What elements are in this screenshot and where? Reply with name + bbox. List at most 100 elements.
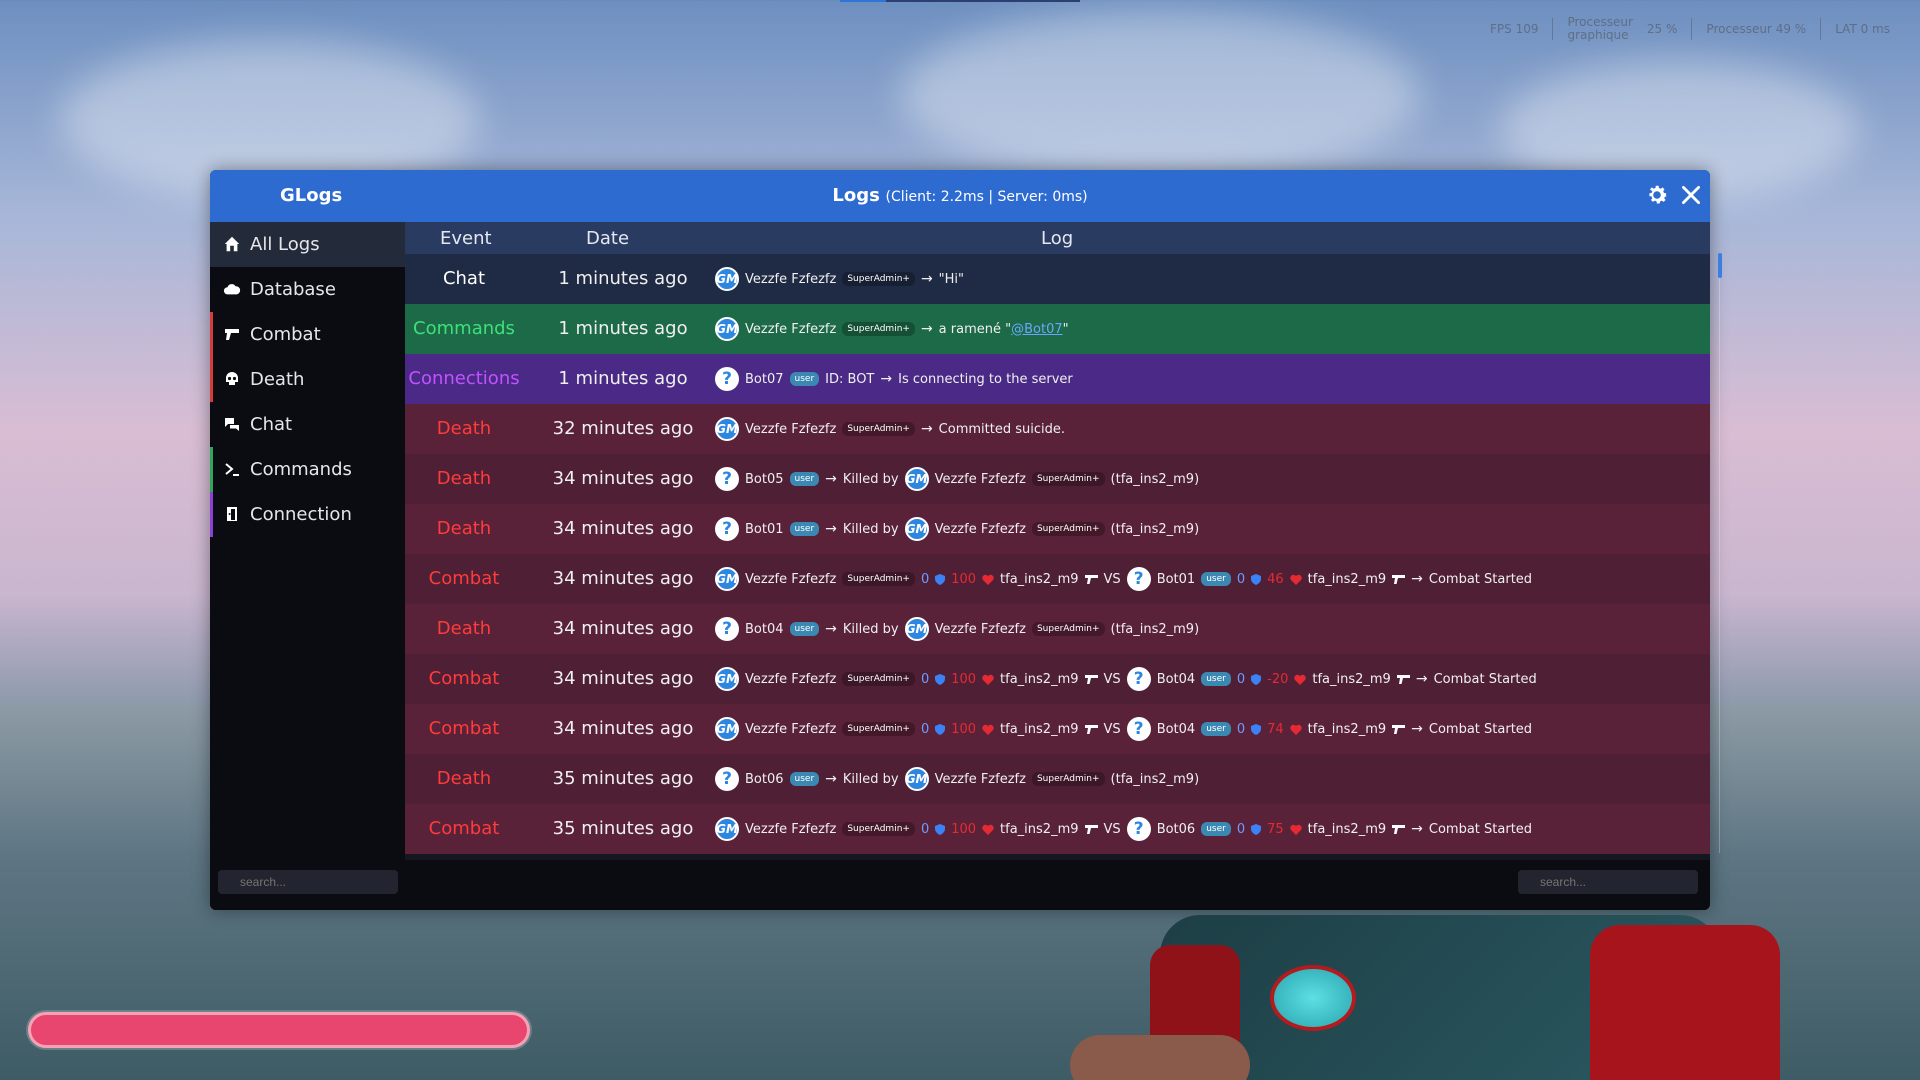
table-row[interactable]: Commands 1 minutes ago GM Vezzfe Fzfezfz Sup… xyxy=(405,304,1710,354)
player-name[interactable]: Vezzfe Fzfezfz xyxy=(745,421,837,437)
weapon-text: tfa_ins2_m9 xyxy=(1307,721,1387,737)
unknown-avatar-icon: ? xyxy=(715,467,739,491)
player-name[interactable]: Vezzfe Fzfezfz xyxy=(934,771,1026,787)
event-cell: Combat xyxy=(428,818,500,839)
armor-value: 0 xyxy=(920,821,930,837)
table-row[interactable]: Connections 1 minutes ago? Bot07 user ID: BO… xyxy=(405,354,1710,404)
sidebar: All Logs Database Combat Death Chat Commands C… xyxy=(210,222,405,860)
shield-icon xyxy=(935,673,946,685)
gm-avatar-icon: GM xyxy=(904,467,929,491)
arrow-icon: → xyxy=(1411,571,1423,587)
player-name[interactable]: Bot01 xyxy=(745,521,784,537)
player-name[interactable]: Bot07 xyxy=(745,371,784,387)
player-name[interactable]: Vezzfe Fzfezfz xyxy=(745,671,837,687)
player-name[interactable]: Bot04 xyxy=(1156,721,1196,737)
log-cell: GM Vezzfe Fzfezfz SuperAdmin+ → a ramené " @B… xyxy=(715,316,1069,342)
sidebar-item-death[interactable]: Death xyxy=(210,357,405,402)
close-icon[interactable] xyxy=(1678,182,1704,208)
player-name[interactable]: Bot05 xyxy=(745,471,784,487)
header-date[interactable]: Date xyxy=(586,228,630,249)
player-name[interactable]: Vezzfe Fzfezfz xyxy=(934,471,1026,487)
event-cell: Death xyxy=(436,468,492,489)
shield-icon xyxy=(935,723,946,735)
heart-icon xyxy=(1289,574,1302,585)
table-row[interactable]: Combat 34 minutes ago GM Vezzfe Fzfezfz Supe… xyxy=(405,554,1710,604)
armor-value: 0 xyxy=(1236,821,1246,837)
gun-icon xyxy=(1392,725,1406,734)
sidebar-item-commands[interactable]: Commands xyxy=(210,447,405,492)
date-cell: 32 minutes ago xyxy=(552,418,694,439)
unknown-avatar-icon: ? xyxy=(1126,667,1151,691)
armor-value: 0 xyxy=(1236,571,1246,587)
weapon-text: tfa_ins2_m9 xyxy=(1000,571,1079,587)
player-name[interactable]: Vezzfe Fzfezfz xyxy=(934,621,1026,637)
player-name[interactable]: Vezzfe Fzfezfz xyxy=(745,821,837,837)
gm-avatar-icon: GM xyxy=(715,667,739,691)
vs-text: VS xyxy=(1103,571,1121,587)
event-cell: Connections xyxy=(408,368,520,389)
sidebar-item-chat[interactable]: Chat xyxy=(210,402,405,447)
arrow-icon: → xyxy=(825,771,837,787)
player-link[interactable]: @Bot07 xyxy=(1011,321,1063,337)
table-row[interactable]: Combat 35 minutes ago GM Vezzfe Fzfezfz Supe… xyxy=(405,804,1710,854)
killed-by-text: Killed by xyxy=(842,771,899,787)
table-row[interactable]: Death 35 minutes ago? Bot06 user → Killed by G… xyxy=(405,754,1710,804)
player-name[interactable]: Bot04 xyxy=(745,621,784,637)
event-cell: Death xyxy=(436,768,492,789)
scrollbar-track[interactable] xyxy=(1719,253,1720,853)
table-header: Event Date Log xyxy=(405,222,1710,254)
player-name[interactable]: Bot06 xyxy=(745,771,784,787)
fps-label: FPS 109 xyxy=(1489,22,1539,36)
table-row[interactable]: Chat 1 minutes ago GM Vezzfe Fzfezfz SuperAd… xyxy=(405,254,1710,304)
rank-badge: user xyxy=(789,472,820,486)
table-row[interactable]: Death 32 minutes ago GM Vezzfe Fzfezfz Super… xyxy=(405,404,1710,454)
footer xyxy=(210,860,1710,910)
sidebar-item-combat[interactable]: Combat xyxy=(210,312,405,357)
player-name[interactable]: Bot01 xyxy=(1156,571,1196,587)
health-value: 100 xyxy=(951,721,977,737)
table-row[interactable]: Combat 34 minutes ago GM Vezzfe Fzfezfz Supe… xyxy=(405,704,1710,754)
shield-icon xyxy=(1251,823,1262,835)
sidebar-item-connection[interactable]: Connection xyxy=(210,492,405,537)
player-name[interactable]: Vezzfe Fzfezfz xyxy=(745,571,837,587)
health-value: 74 xyxy=(1267,721,1284,737)
table-row[interactable]: Death 34 minutes ago? Bot01 user → Killed by G… xyxy=(405,504,1710,554)
rank-badge: user xyxy=(1201,572,1231,586)
gun-icon xyxy=(1392,825,1406,834)
table-row[interactable]: Combat 34 minutes ago GM Vezzfe Fzfezfz Supe… xyxy=(405,654,1710,704)
health-value: -20 xyxy=(1267,671,1289,687)
sidebar-search-input[interactable] xyxy=(218,870,398,894)
arrow-icon: → xyxy=(1411,721,1423,737)
player-name[interactable]: Bot04 xyxy=(1156,671,1196,687)
killed-by-text: Killed by xyxy=(842,521,899,537)
weapon-text: tfa_ins2_m9 xyxy=(1000,821,1079,837)
rank-badge: SuperAdmin+ xyxy=(842,422,915,436)
player-name[interactable]: Vezzfe Fzfezfz xyxy=(745,271,837,287)
scrollbar-thumb[interactable] xyxy=(1718,253,1722,278)
event-cell: Death xyxy=(436,618,492,639)
weapon-text: tfa_ins2_m9 xyxy=(1000,721,1079,737)
gear-icon[interactable] xyxy=(1644,182,1670,208)
player-name[interactable]: Vezzfe Fzfezfz xyxy=(745,721,837,737)
header-log[interactable]: Log xyxy=(1041,228,1074,249)
heart-icon xyxy=(1294,674,1307,685)
rank-badge: user xyxy=(1201,822,1231,836)
table-row[interactable]: Death 34 minutes ago? Bot05 user → Killed by G… xyxy=(405,454,1710,504)
sidebar-item-label: Database xyxy=(250,279,336,300)
player-name[interactable]: Vezzfe Fzfezfz xyxy=(745,321,837,337)
health-bar xyxy=(28,1012,530,1048)
player-name[interactable]: Bot06 xyxy=(1156,821,1196,837)
arrow-icon: → xyxy=(1411,821,1423,837)
log-cell: GM Vezzfe Fzfezfz SuperAdmin+ → Committed su… xyxy=(715,416,1065,442)
sidebar-accent xyxy=(210,312,213,357)
log-text: Combat Started xyxy=(1428,721,1533,737)
table-row[interactable]: Death 34 minutes ago? Bot04 user → Killed by G… xyxy=(405,604,1710,654)
gm-avatar-icon: GM xyxy=(904,767,929,791)
header-event[interactable]: Event xyxy=(440,228,492,249)
date-cell: 35 minutes ago xyxy=(552,768,694,789)
log-search-input[interactable] xyxy=(1518,870,1698,894)
sidebar-item-database[interactable]: Database xyxy=(210,267,405,312)
sidebar-item-label: Connection xyxy=(250,504,352,525)
player-name[interactable]: Vezzfe Fzfezfz xyxy=(934,521,1026,537)
sidebar-item-all-logs[interactable]: All Logs xyxy=(210,222,405,267)
